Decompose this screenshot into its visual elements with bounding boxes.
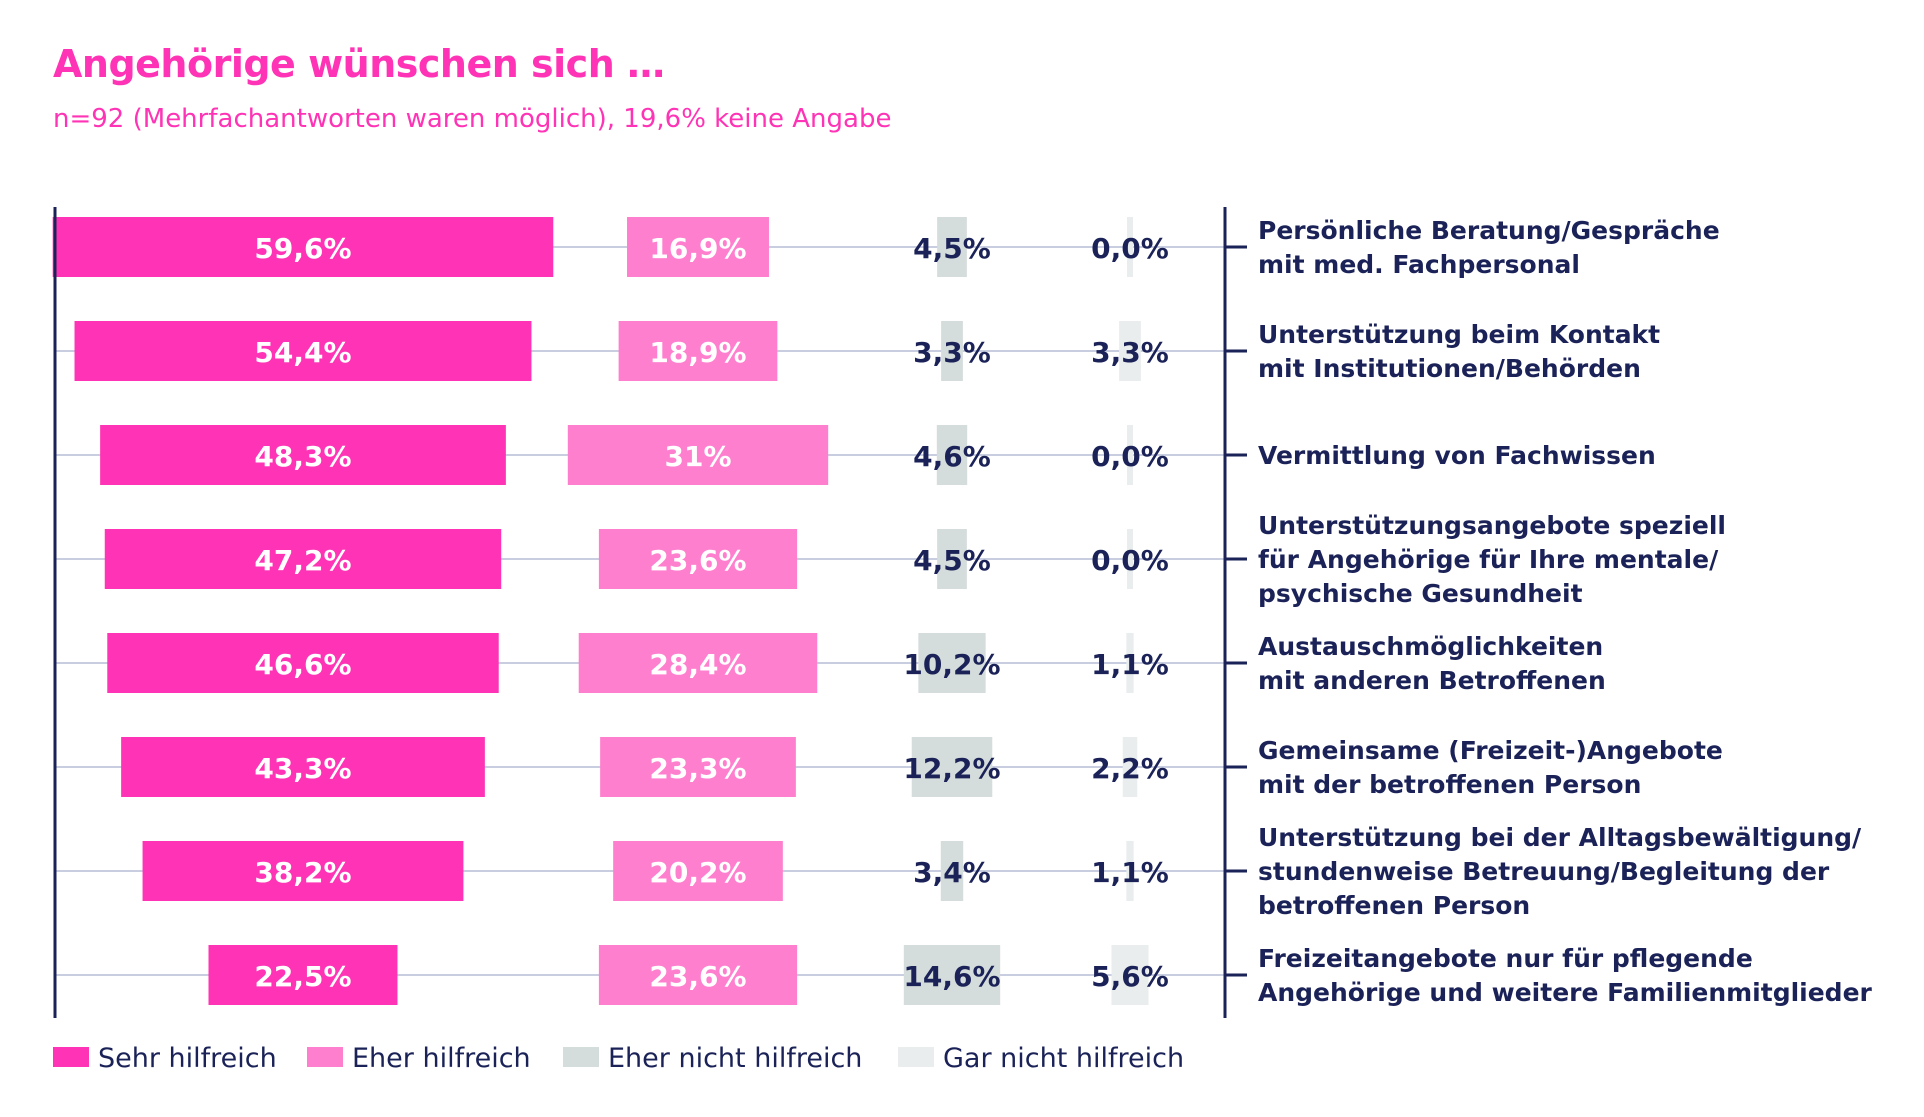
bar-eher [598, 945, 798, 1005]
bar-sehr [142, 841, 464, 901]
category-label: für Angehörige für Ihre mentale/ [1258, 545, 1719, 574]
data-label: 1,1% [1091, 856, 1169, 889]
bar-eher-nicht [940, 841, 964, 901]
bar-sehr [74, 321, 532, 381]
bar-gar-nicht [1111, 945, 1149, 1005]
data-label: 38,2% [254, 856, 351, 889]
bar-eher-nicht [936, 425, 968, 485]
bar-eher [613, 841, 783, 901]
legend-label: Gar nicht hilfreich [943, 1043, 1184, 1074]
legend-label: Eher hilfreich [352, 1043, 531, 1074]
category-label: Unterstützung bei der Alltagsbewältigung… [1258, 823, 1862, 852]
bar-sehr [107, 633, 499, 693]
bar-eher [618, 321, 778, 381]
data-label: 3,3% [1091, 336, 1169, 369]
legend-swatch [563, 1047, 599, 1067]
bar-eher-nicht [941, 321, 963, 381]
bar-gar-nicht [1119, 321, 1141, 381]
data-label: 0,0% [1091, 232, 1169, 265]
data-label: 23,6% [649, 960, 746, 993]
legend-swatch [898, 1047, 934, 1067]
data-label: 54,4% [254, 336, 351, 369]
bar-sehr [100, 425, 506, 485]
category-label: Freizeitangebote nur für pflegende [1258, 944, 1753, 973]
bar-eher-nicht [918, 633, 986, 693]
legend-swatch [307, 1047, 343, 1067]
category-label: mit med. Fachpersonal [1258, 250, 1580, 279]
data-label: 31% [664, 440, 731, 473]
legend-label: Eher nicht hilfreich [608, 1043, 862, 1074]
chart-subtitle: n=92 (Mehrfachantworten waren möglich), … [53, 104, 892, 134]
bar-gar-nicht [1126, 633, 1134, 693]
category-label: psychische Gesundheit [1258, 579, 1583, 608]
data-label: 46,6% [254, 648, 351, 681]
bar-gar-nicht [1127, 217, 1133, 277]
data-label: 14,6% [903, 960, 1000, 993]
category-label: mit Institutionen/Behörden [1258, 354, 1641, 383]
data-label: 23,3% [649, 752, 746, 785]
data-label: 47,2% [254, 544, 351, 577]
data-label: 59,6% [254, 232, 351, 265]
data-label: 3,4% [913, 856, 991, 889]
data-label: 12,2% [903, 752, 1000, 785]
data-label: 28,4% [649, 648, 746, 681]
bar-sehr [104, 529, 502, 589]
data-label: 4,6% [913, 440, 991, 473]
data-label: 20,2% [649, 856, 746, 889]
legend-swatch [53, 1047, 89, 1067]
data-label: 4,5% [913, 544, 991, 577]
bar-gar-nicht [1122, 737, 1138, 797]
legend-label: Sehr hilfreich [98, 1043, 277, 1074]
category-label: Gemeinsame (Freizeit-)Angebote [1258, 736, 1723, 765]
category-label: mit der betroffenen Person [1258, 770, 1641, 799]
category-label: Angehörige und weitere Familienmitgliede… [1258, 978, 1873, 1007]
bar-eher [567, 425, 829, 485]
category-label: Austauschmöglichkeiten [1258, 632, 1603, 661]
bar-eher [598, 529, 798, 589]
bar-eher [578, 633, 818, 693]
data-label: 4,5% [913, 232, 991, 265]
data-label: 18,9% [649, 336, 746, 369]
bar-eher-nicht [937, 217, 967, 277]
category-label: Vermittlung von Fachwissen [1258, 441, 1656, 470]
category-label: Unterstützung beim Kontakt [1258, 320, 1660, 349]
data-label: 22,5% [254, 960, 351, 993]
data-label: 23,6% [649, 544, 746, 577]
data-label: 5,6% [1091, 960, 1169, 993]
data-label: 10,2% [903, 648, 1000, 681]
data-label: 43,3% [254, 752, 351, 785]
category-label: mit anderen Betroffenen [1258, 666, 1606, 695]
bar-gar-nicht [1126, 841, 1134, 901]
data-label: 0,0% [1091, 544, 1169, 577]
data-label: 2,2% [1091, 752, 1169, 785]
bar-gar-nicht [1127, 425, 1133, 485]
data-label: 1,1% [1091, 648, 1169, 681]
bar-sehr [121, 737, 485, 797]
chart-title: Angehörige wünschen sich … [53, 42, 665, 86]
bar-eher-nicht [911, 737, 993, 797]
data-label: 3,3% [913, 336, 991, 369]
bar-eher-nicht [903, 945, 1001, 1005]
bar-eher [600, 737, 796, 797]
bar-sehr [52, 217, 554, 277]
bar-eher [627, 217, 769, 277]
bar-eher-nicht [937, 529, 967, 589]
bar-sehr [208, 945, 398, 1005]
category-label: stundenweise Betreuung/Begleitung der [1258, 857, 1830, 886]
category-label: betroffenen Person [1258, 891, 1530, 920]
data-label: 0,0% [1091, 440, 1169, 473]
bar-gar-nicht [1127, 529, 1133, 589]
category-label: Persönliche Beratung/Gespräche [1258, 216, 1720, 245]
data-label: 16,9% [649, 232, 746, 265]
category-label: Unterstützungsangebote speziell [1258, 511, 1726, 540]
data-label: 48,3% [254, 440, 351, 473]
